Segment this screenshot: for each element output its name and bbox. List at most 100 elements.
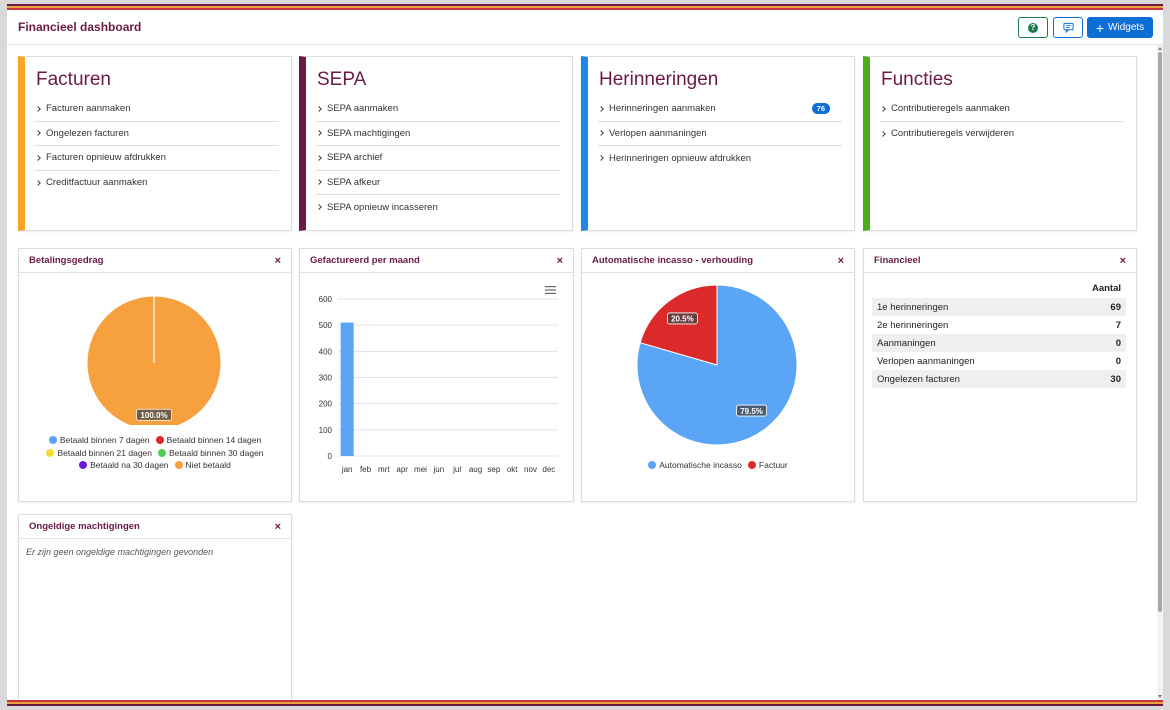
bar[interactable] — [340, 322, 354, 456]
chevron-right-icon — [316, 179, 322, 186]
link-facturen-opnieuw-afdrukken[interactable]: Facturen opnieuw afdrukken — [35, 146, 279, 171]
chart-legend: Betaald binnen 7 dagen Betaald binnen 14… — [19, 434, 291, 472]
scroll-up-arrow-icon[interactable] — [1158, 47, 1162, 50]
x-tick-label: feb — [360, 465, 372, 474]
financieel-table: Aantal 1e herinneringen 69 2e herinnerin… — [872, 279, 1126, 388]
card-title: Herinneringen — [599, 69, 719, 90]
link-herinneringen-opnieuw-afdrukken[interactable]: Herinneringen opnieuw afdrukken — [598, 146, 842, 171]
x-tick-label: sep — [487, 465, 500, 474]
y-tick-label: 100 — [319, 426, 333, 435]
chevron-right-icon — [880, 130, 886, 137]
comment-icon — [1062, 22, 1074, 33]
close-icon[interactable]: × — [837, 254, 844, 267]
y-tick-label: 300 — [319, 374, 333, 383]
link-contributieregels-verwijderen[interactable]: Contributieregels verwijderen — [880, 122, 1124, 147]
x-tick-label: jul — [452, 465, 461, 474]
legend-item[interactable]: Betaald binnen 21 dagen — [46, 448, 152, 458]
chevron-right-icon — [598, 155, 604, 162]
help-button[interactable]: ? — [1018, 17, 1048, 38]
legend-label: Niet betaald — [185, 460, 231, 471]
link-label: Contributieregels verwijderen — [891, 128, 1015, 140]
close-icon[interactable]: × — [274, 254, 281, 267]
legend-swatch — [174, 461, 183, 470]
legend-item[interactable]: Automatische incasso — [648, 460, 742, 470]
card-title: Facturen — [36, 69, 111, 90]
scroll-down-arrow-icon[interactable] — [1158, 695, 1162, 698]
card-title: SEPA — [317, 69, 367, 90]
question-circle-icon: ? — [1028, 22, 1038, 33]
link-sepa-aanmaken[interactable]: SEPA aanmaken — [316, 97, 560, 122]
link-label: Ongelezen facturen — [46, 127, 129, 139]
link-sepa-opnieuw-incasseren[interactable]: SEPA opnieuw incasseren — [316, 195, 560, 220]
row-value: 7 — [1115, 319, 1121, 331]
link-contributieregels-aanmaken[interactable]: Contributieregels aanmaken — [880, 97, 1124, 122]
legend-item[interactable]: Factuur — [747, 460, 788, 470]
legend-label: Betaald binnen 7 dagen — [59, 435, 150, 446]
widget-title: Betalingsgedrag — [29, 255, 104, 266]
link-creditfactuur-aanmaken[interactable]: Creditfactuur aanmaken — [35, 171, 279, 196]
close-icon[interactable]: × — [556, 254, 563, 267]
row-label: Aanmaningen — [872, 334, 1059, 352]
chevron-right-icon — [880, 105, 886, 112]
card-title: Functies — [881, 69, 953, 90]
card-herinneringen: Herinneringen Herinneringen aanmaken 76 V… — [581, 56, 855, 231]
link-herinneringen-aanmaken[interactable]: Herinneringen aanmaken 76 — [598, 97, 842, 122]
legend-swatch — [79, 461, 88, 470]
pie-data-label: 79.5% — [736, 404, 767, 417]
chevron-right-icon — [35, 179, 41, 186]
gefactureerd-bar-chart: 0 100 200 300 400 500 600 jan feb mrt apr mei jun jul… — [319, 295, 558, 474]
chevron-right-icon — [35, 130, 41, 137]
hamburger-menu-icon[interactable] — [544, 285, 558, 295]
link-label: Facturen aanmaken — [46, 103, 131, 115]
y-tick-label: 600 — [319, 295, 333, 304]
widget-header: Ongeldige machtigingen × — [19, 515, 291, 539]
y-tick-label: 500 — [319, 321, 333, 330]
widget-header: Financieel × — [864, 249, 1136, 273]
link-label: SEPA archief — [327, 152, 383, 164]
close-icon[interactable]: × — [274, 520, 281, 533]
plus-icon: + — [1095, 19, 1105, 36]
card-link-list: Herinneringen aanmaken 76 Verlopen aanman… — [598, 97, 842, 171]
legend-swatch — [46, 448, 55, 457]
pie-data-label-text: 79.5% — [740, 407, 763, 416]
row-label: Verlopen aanmaningen — [877, 355, 975, 367]
link-ongelezen-facturen[interactable]: Ongelezen facturen — [35, 122, 279, 146]
row-value: 30 — [1058, 370, 1126, 388]
add-widgets-button[interactable]: + Widgets — [1087, 17, 1153, 38]
legend-label: Betaald binnen 30 dagen — [169, 447, 264, 458]
legend-label: Betaald binnen 21 dagen — [57, 447, 152, 458]
legend-item[interactable]: Betaald binnen 30 dagen — [158, 448, 264, 458]
legend-item[interactable]: Betaald binnen 14 dagen — [155, 435, 261, 445]
legend-item[interactable]: Niet betaald — [174, 460, 231, 471]
bottom-accent-stripe — [7, 700, 1163, 706]
pie-slice[interactable] — [639, 284, 718, 366]
link-sepa-machtigingen[interactable]: SEPA machtigingen — [316, 122, 560, 146]
legend-swatch — [48, 436, 57, 445]
link-sepa-archief[interactable]: SEPA archief — [316, 146, 560, 171]
count-badge: 76 — [811, 103, 830, 115]
feedback-button[interactable] — [1053, 17, 1083, 38]
chart-legend: Automatische incasso Factuur — [582, 459, 854, 472]
legend-label: Betaald na 30 dagen — [90, 460, 169, 471]
widget-header: Gefactureerd per maand × — [300, 249, 573, 273]
link-sepa-afkeur[interactable]: SEPA afkeur — [316, 171, 560, 195]
table-row: Verlopen aanmaningen 0 — [872, 352, 1126, 370]
link-label: Herinneringen opnieuw afdrukken — [609, 152, 752, 164]
table-header-empty — [872, 279, 1058, 298]
scrollbar-thumb[interactable] — [1158, 52, 1162, 612]
legend-swatch — [158, 448, 166, 457]
widget-header: Betalingsgedrag × — [19, 249, 291, 273]
legend-item[interactable]: Betaald na 30 dagen — [79, 460, 169, 471]
close-icon[interactable]: × — [1119, 254, 1126, 267]
app-window: Financieel dashboard ? + Widgets Facture… — [7, 10, 1163, 700]
chevron-right-icon — [598, 130, 604, 137]
x-tick-label: aug — [469, 465, 482, 474]
x-tick-label: jan — [341, 465, 353, 474]
link-verlopen-aanmaningen[interactable]: Verlopen aanmaningen — [598, 122, 842, 146]
link-label: Herinneringen aanmaken — [609, 103, 716, 115]
link-facturen-aanmaken[interactable]: Facturen aanmaken — [35, 97, 279, 122]
pie-data-label-text: 20.5% — [671, 315, 694, 324]
legend-item[interactable]: Betaald binnen 7 dagen — [48, 435, 150, 446]
x-tick-label: nov — [524, 465, 537, 474]
widget-title: Gefactureerd per maand — [310, 255, 420, 266]
